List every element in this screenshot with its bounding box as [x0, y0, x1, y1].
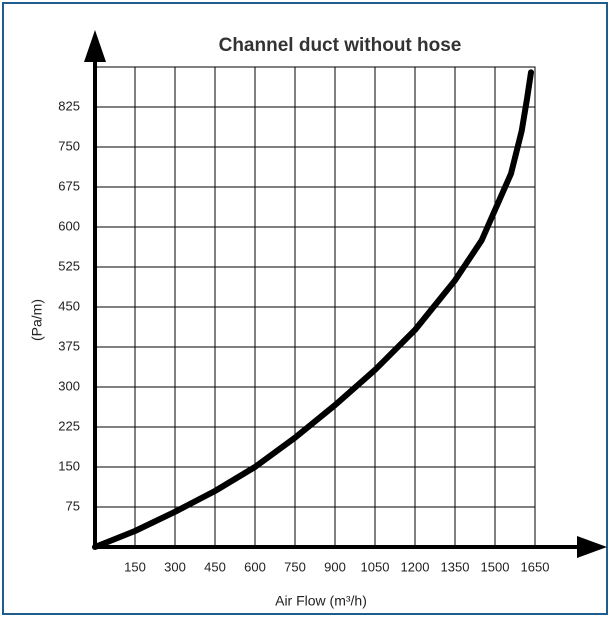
plot: 75 150 225 300 375 450 525 600 675 750 825 150 300 45… — [58, 66, 550, 574]
y-axis-arrow — [84, 30, 106, 62]
x-axis-arrow — [577, 536, 607, 558]
x-tick-label: 150 — [124, 559, 146, 574]
y-axis-label: (Pa/m) — [29, 299, 45, 341]
y-tick-label: 150 — [58, 458, 80, 473]
x-tick-label: 750 — [284, 559, 306, 574]
x-tick-label: 1200 — [401, 559, 430, 574]
y-tick-label: 375 — [58, 338, 80, 353]
y-tick-label: 750 — [58, 138, 80, 153]
y-tick-label: 450 — [58, 298, 80, 313]
y-tick-label: 525 — [58, 258, 80, 273]
x-tick-label: 450 — [204, 559, 226, 574]
y-tick-label: 225 — [58, 418, 80, 433]
x-tick-label: 600 — [244, 559, 266, 574]
y-tick-label: 600 — [58, 218, 80, 233]
x-tick-label: 900 — [324, 559, 346, 574]
x-tick-label: 1500 — [481, 559, 510, 574]
y-tick-label: 75 — [66, 498, 80, 513]
x-tick-label: 1050 — [361, 559, 390, 574]
y-tick-label: 300 — [58, 378, 80, 393]
x-tick-label: 1650 — [521, 559, 550, 574]
chart-title: Channel duct without hose — [219, 35, 462, 56]
data-line — [92, 69, 534, 550]
y-tick-label: 675 — [58, 178, 80, 193]
x-axis-label: Air Flow (m³/h) — [275, 593, 367, 609]
y-tick-label: 825 — [58, 98, 80, 113]
x-tick-label: 1350 — [441, 559, 470, 574]
x-tick-label: 300 — [164, 559, 186, 574]
